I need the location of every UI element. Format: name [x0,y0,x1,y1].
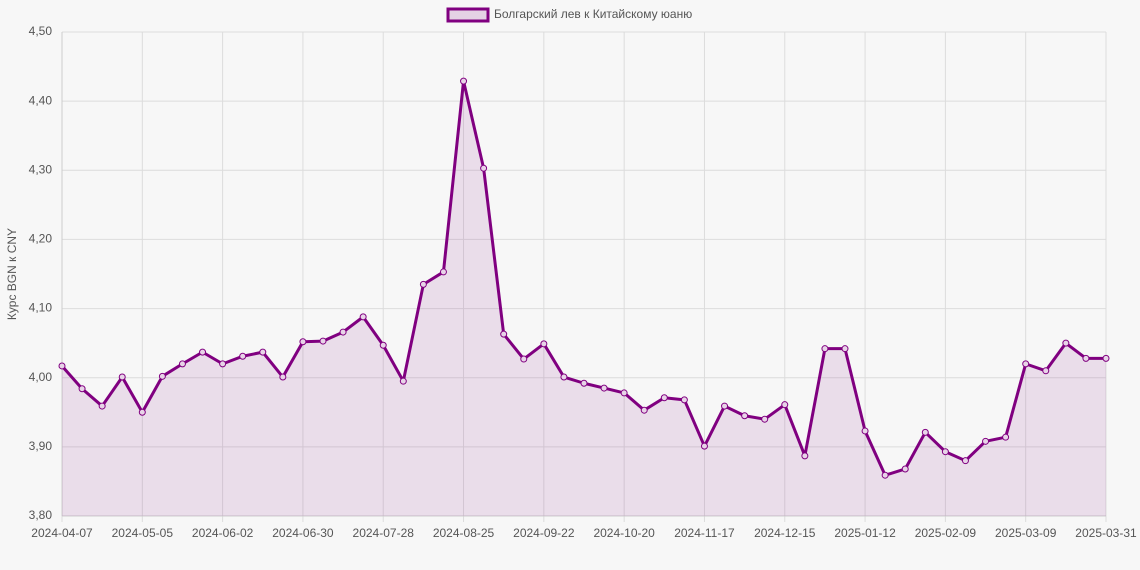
point [600,384,608,392]
point [1062,339,1070,347]
point [1042,367,1050,375]
point [901,465,909,473]
point [299,338,307,346]
point [881,471,889,479]
x-tick-label: 2024-05-05 [112,526,174,540]
x-tick-label: 2025-03-09 [995,526,1057,540]
point [1082,354,1090,362]
point [199,348,207,356]
x-tick-label: 2024-11-17 [674,526,735,540]
point [158,372,166,380]
point [239,352,247,360]
y-tick-label: 3,80 [29,508,53,522]
point [339,328,347,336]
point [178,360,186,368]
point [620,389,628,397]
x-tick-label: 2025-02-09 [915,526,977,540]
y-tick-label: 4,20 [29,232,53,246]
point [98,402,106,410]
point [520,355,528,363]
point [741,412,749,420]
x-tick-label: 2024-04-07 [31,526,93,540]
point [138,408,146,416]
point [118,373,126,381]
area [62,81,1106,516]
point [1002,433,1010,441]
point [680,396,688,404]
point [982,437,990,445]
point [399,377,407,385]
point [540,340,548,348]
x-tick-label: 2024-09-22 [513,526,575,540]
legend-label: Болгарский лев к Китайскому юаню [494,7,692,21]
point [78,385,86,393]
point [660,394,668,402]
point [781,401,789,409]
x-tick-label: 2024-06-02 [192,526,254,540]
y-axis-label: Курс BGN к CNY [5,228,19,320]
point [319,337,327,345]
x-tick-label: 2024-07-28 [353,526,415,540]
x-tick-label: 2024-06-30 [272,526,334,540]
point [801,452,809,460]
point [640,406,648,414]
point [500,330,508,338]
point [439,268,447,276]
point [58,362,66,370]
point [761,415,769,423]
point [1022,360,1030,368]
point [821,345,829,353]
x-tick-label: 2025-01-12 [834,526,896,540]
point [419,280,427,288]
x-tick-label: 2024-12-15 [754,526,816,540]
x-tick-label: 2024-08-25 [433,526,495,540]
point [460,77,468,85]
point [841,345,849,353]
point [219,360,227,368]
legend-swatch [446,7,490,23]
point [700,442,708,450]
x-tick-label: 2025-03-31 [1075,526,1137,540]
y-tick-label: 4,00 [29,370,53,384]
point [961,457,969,465]
y-tick-label: 4,40 [29,93,53,107]
point [1102,354,1110,362]
point [721,402,729,410]
point [560,373,568,381]
point [941,448,949,456]
point [359,313,367,321]
point [379,341,387,349]
point [921,428,929,436]
point [580,379,588,387]
point [279,373,287,381]
point [259,348,267,356]
y-tick-label: 4,30 [29,162,53,176]
y-tick-label: 3,90 [29,439,53,453]
point [480,164,488,172]
x-tick-label: 2024-10-20 [593,526,655,540]
point [861,427,869,435]
y-tick-label: 4,50 [29,24,53,38]
y-tick-label: 4,10 [29,301,53,315]
